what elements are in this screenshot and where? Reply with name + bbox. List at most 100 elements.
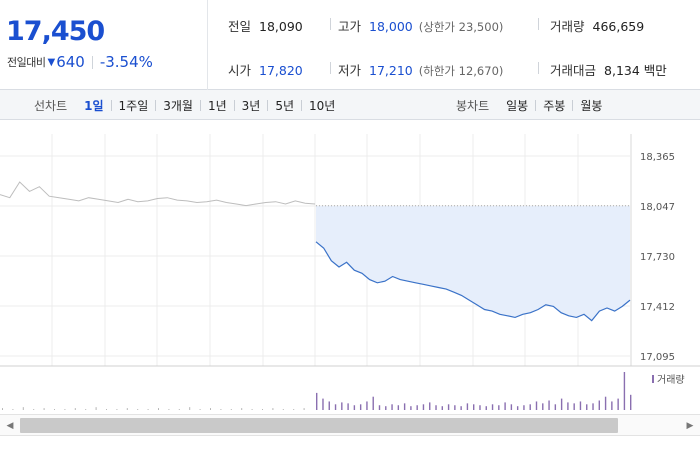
quote-header: 17,450 전일대비 ▼ 640 -3.54% 전일 18,090 시가 17… — [0, 0, 700, 90]
volume-bar — [366, 401, 368, 410]
price-chart: 18,365 18,047 17,730 17,412 17,095 거래량 — [0, 120, 700, 414]
volume-bar — [22, 407, 24, 410]
volume-bar — [378, 405, 381, 410]
volume-bar — [529, 404, 531, 410]
volume-bar — [74, 408, 76, 410]
current-price: 17,450 — [6, 16, 105, 47]
volume-bar — [199, 409, 201, 410]
volume-bar — [435, 405, 437, 410]
tab-divider — [155, 100, 157, 111]
volume-bar — [334, 404, 337, 410]
volume-bar — [416, 405, 418, 410]
turnover-value: 8,134 백만 — [604, 63, 667, 78]
lower-limit: (하한가 12,670) — [418, 64, 504, 78]
tab-line-0[interactable]: 1일 — [84, 99, 104, 113]
tab-line-3[interactable]: 1년 — [207, 99, 227, 113]
high-cell: 고가 18,000 (상한가 23,500) — [338, 16, 503, 35]
volume-bar — [535, 401, 538, 410]
tab-line-1[interactable]: 1주일 — [118, 99, 149, 113]
divider — [538, 62, 539, 74]
scroll-left-icon[interactable]: ◀ — [6, 421, 14, 431]
prev-close-cell: 전일 18,090 — [228, 16, 303, 35]
volume-bar — [491, 404, 494, 410]
line-chart-heading: 선차트 — [34, 99, 68, 113]
tab-candle-1[interactable]: 주봉 — [543, 99, 566, 113]
volume-bar — [210, 408, 211, 410]
current-price-block: 17,450 전일대비 ▼ 640 -3.54% — [0, 0, 208, 90]
open-cell: 시가 17,820 — [228, 60, 303, 79]
divider — [330, 18, 331, 30]
low-value: 17,210 — [369, 63, 413, 78]
volume-bar — [316, 392, 318, 410]
down-arrow-icon: ▼ — [47, 56, 56, 68]
volume-bar — [189, 407, 191, 410]
low-cell: 저가 17,210 (하한가 12,670) — [338, 60, 503, 79]
volume-bar — [573, 403, 575, 410]
volume-bar — [12, 409, 14, 410]
volume-bar — [542, 403, 544, 410]
change-label: 전일대비 — [7, 56, 46, 69]
volume-bar — [630, 394, 632, 410]
scroll-right-icon[interactable]: ▶ — [686, 421, 694, 431]
tab-divider — [110, 100, 112, 111]
volume-bar — [178, 409, 180, 410]
volume-bar — [106, 409, 107, 410]
volume-bar — [116, 409, 118, 410]
open-value: 17,820 — [259, 63, 303, 78]
divider — [330, 62, 331, 74]
tab-candle-2[interactable]: 월봉 — [580, 99, 603, 113]
volume-bar — [272, 408, 274, 410]
volume-bar — [43, 408, 45, 410]
scrollbar-thumb[interactable] — [20, 418, 618, 433]
volume-bar — [303, 408, 305, 410]
series-line-previous — [0, 181, 316, 207]
turnover-label: 거래대금 — [550, 63, 597, 78]
change-percent: -3.54% — [99, 53, 153, 71]
volume-bar — [241, 408, 243, 410]
divider — [538, 18, 539, 30]
y-tick-label: 18,047 — [640, 202, 675, 213]
volume-bar — [353, 405, 356, 410]
volume-bar — [126, 408, 128, 410]
volume-bar — [2, 408, 3, 410]
chart-scrollbar[interactable]: ◀ ▶ — [0, 414, 700, 436]
volume-bar — [479, 405, 481, 410]
volume-bar — [385, 406, 387, 410]
volume-bar — [403, 403, 406, 410]
prev-close-value: 18,090 — [259, 19, 303, 34]
tab-line-6[interactable]: 10년 — [309, 99, 336, 113]
volume-bar — [510, 404, 513, 410]
volume-bar — [466, 403, 469, 410]
tab-line-2[interactable]: 3개월 — [163, 99, 193, 113]
period-tab-bar: 선차트 1일 1주일 3개월 1년 3년 5년 10년 봉차트 일봉 주봉 월봉 — [0, 90, 700, 120]
volume-bar — [567, 402, 569, 410]
low-label: 저가 — [338, 63, 362, 78]
chart-fill — [316, 206, 630, 321]
volume-bar — [617, 398, 619, 410]
tab-line-4[interactable]: 3년 — [241, 99, 261, 113]
tab-divider — [301, 100, 303, 111]
prev-close-label: 전일 — [228, 19, 252, 34]
tab-candle-0[interactable]: 일봉 — [506, 99, 529, 113]
volume-bar — [341, 402, 343, 410]
volume-bar — [498, 405, 500, 410]
volume-bar — [262, 409, 263, 410]
volume-bar — [611, 401, 613, 410]
volume-bar — [137, 409, 139, 410]
volume-bar — [441, 406, 443, 410]
candle-chart-tabs: 봉차트 일봉 주봉 월봉 — [456, 97, 609, 114]
volume-bar — [85, 409, 87, 410]
high-label: 고가 — [338, 19, 362, 34]
volume-bar — [230, 409, 232, 410]
volume-label: 거래량 — [550, 19, 585, 34]
y-tick-label: 18,365 — [640, 152, 675, 163]
tab-divider — [233, 100, 235, 111]
open-label: 시가 — [228, 63, 252, 78]
volume-value: 466,659 — [592, 19, 645, 34]
volume-bar — [54, 409, 55, 410]
volume-bar — [579, 401, 582, 410]
line-chart-tabs: 선차트 1일 1주일 3개월 1년 3년 5년 10년 — [34, 97, 342, 114]
volume-bar — [429, 402, 431, 410]
volume-bar — [516, 406, 519, 410]
tab-line-5[interactable]: 5년 — [275, 99, 295, 113]
